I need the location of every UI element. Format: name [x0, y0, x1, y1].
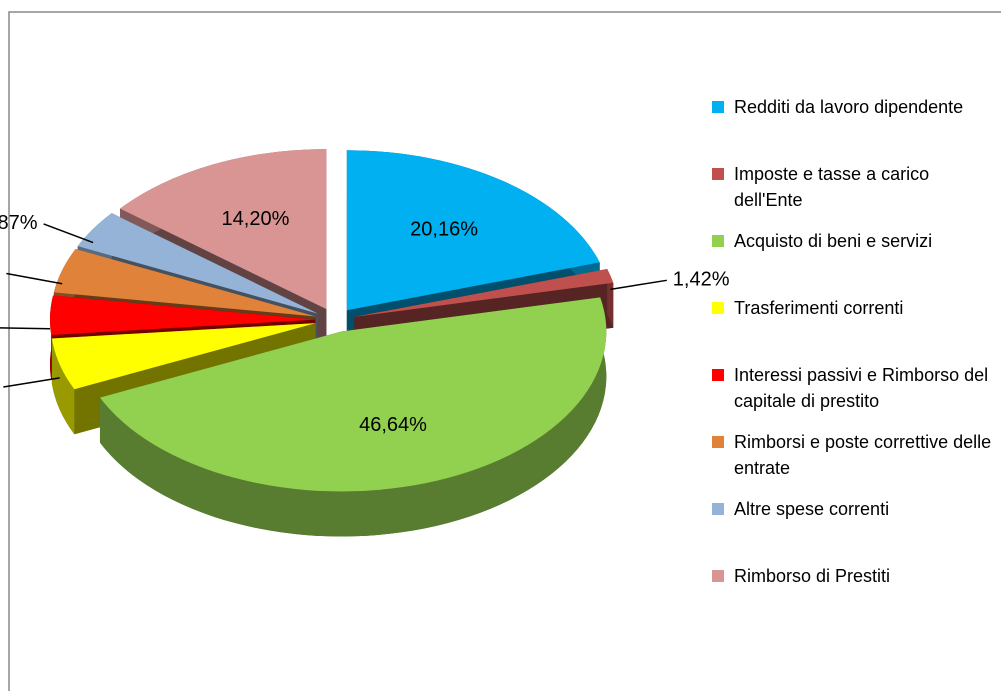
legend-label: Redditi da lavoro dipendente [734, 97, 964, 117]
legend-label: Acquisto di beni e servizi [734, 231, 933, 251]
slice [51, 323, 316, 390]
legend-item: Rimborso di Prestiti [712, 563, 997, 630]
data-label: 3,87% [0, 212, 38, 234]
legend-swatch [712, 302, 724, 314]
legend-label: Altre spese correnti [734, 499, 890, 519]
legend: Redditi da lavoro dipendente Imposte e ta… [712, 94, 997, 630]
legend-item: Interessi passivi e Rimborso del capital… [712, 362, 997, 429]
data-label: 46,64% [359, 414, 427, 436]
data-label: 20,16% [410, 219, 478, 241]
legend-label: Trasferimenti correnti [734, 298, 904, 318]
slice-side [51, 338, 75, 435]
slice [99, 297, 607, 492]
data-label: 4,52% [0, 262, 1, 284]
slice [77, 213, 319, 314]
legend-item: Imposte e tasse a carico dell'Ente [712, 161, 997, 228]
legend-label: Interessi passivi e Rimborso del capital… [734, 365, 989, 411]
slice-side [607, 268, 614, 328]
leader-line [6, 272, 63, 285]
legend-swatch [712, 168, 724, 180]
leader-line [0, 327, 51, 330]
legend-swatch [712, 436, 724, 448]
legend-swatch [712, 369, 724, 381]
legend-swatch [712, 570, 724, 582]
legend-label: Imposte e tasse a carico dell'Ente [734, 164, 930, 210]
slice [346, 150, 600, 311]
legend-item: Rimborsi e poste correttive delle entrat… [712, 429, 997, 496]
legend-label: Rimborsi e poste correttive delle entrat… [734, 432, 992, 478]
legend-swatch [712, 101, 724, 113]
slice [50, 295, 316, 336]
data-label: 1,42% [673, 269, 730, 291]
slice [120, 149, 327, 310]
slice-side [99, 297, 607, 537]
legend-item: Trasferimenti correnti [712, 295, 997, 362]
legend-item: Acquisto di beni e servizi [712, 228, 997, 295]
leader-line [3, 377, 60, 388]
legend-label: Rimborso di Prestiti [734, 566, 891, 586]
data-label: 14,20% [222, 208, 290, 230]
legend-swatch [712, 503, 724, 515]
slice [354, 268, 614, 317]
leader-line [610, 279, 667, 291]
legend-swatch [712, 235, 724, 247]
frame [8, 11, 1001, 691]
legend-item: Altre spese correnti [712, 496, 997, 563]
slice [53, 249, 316, 317]
legend-item: Redditi da lavoro dipendente [712, 94, 997, 161]
leader-line [43, 223, 94, 244]
